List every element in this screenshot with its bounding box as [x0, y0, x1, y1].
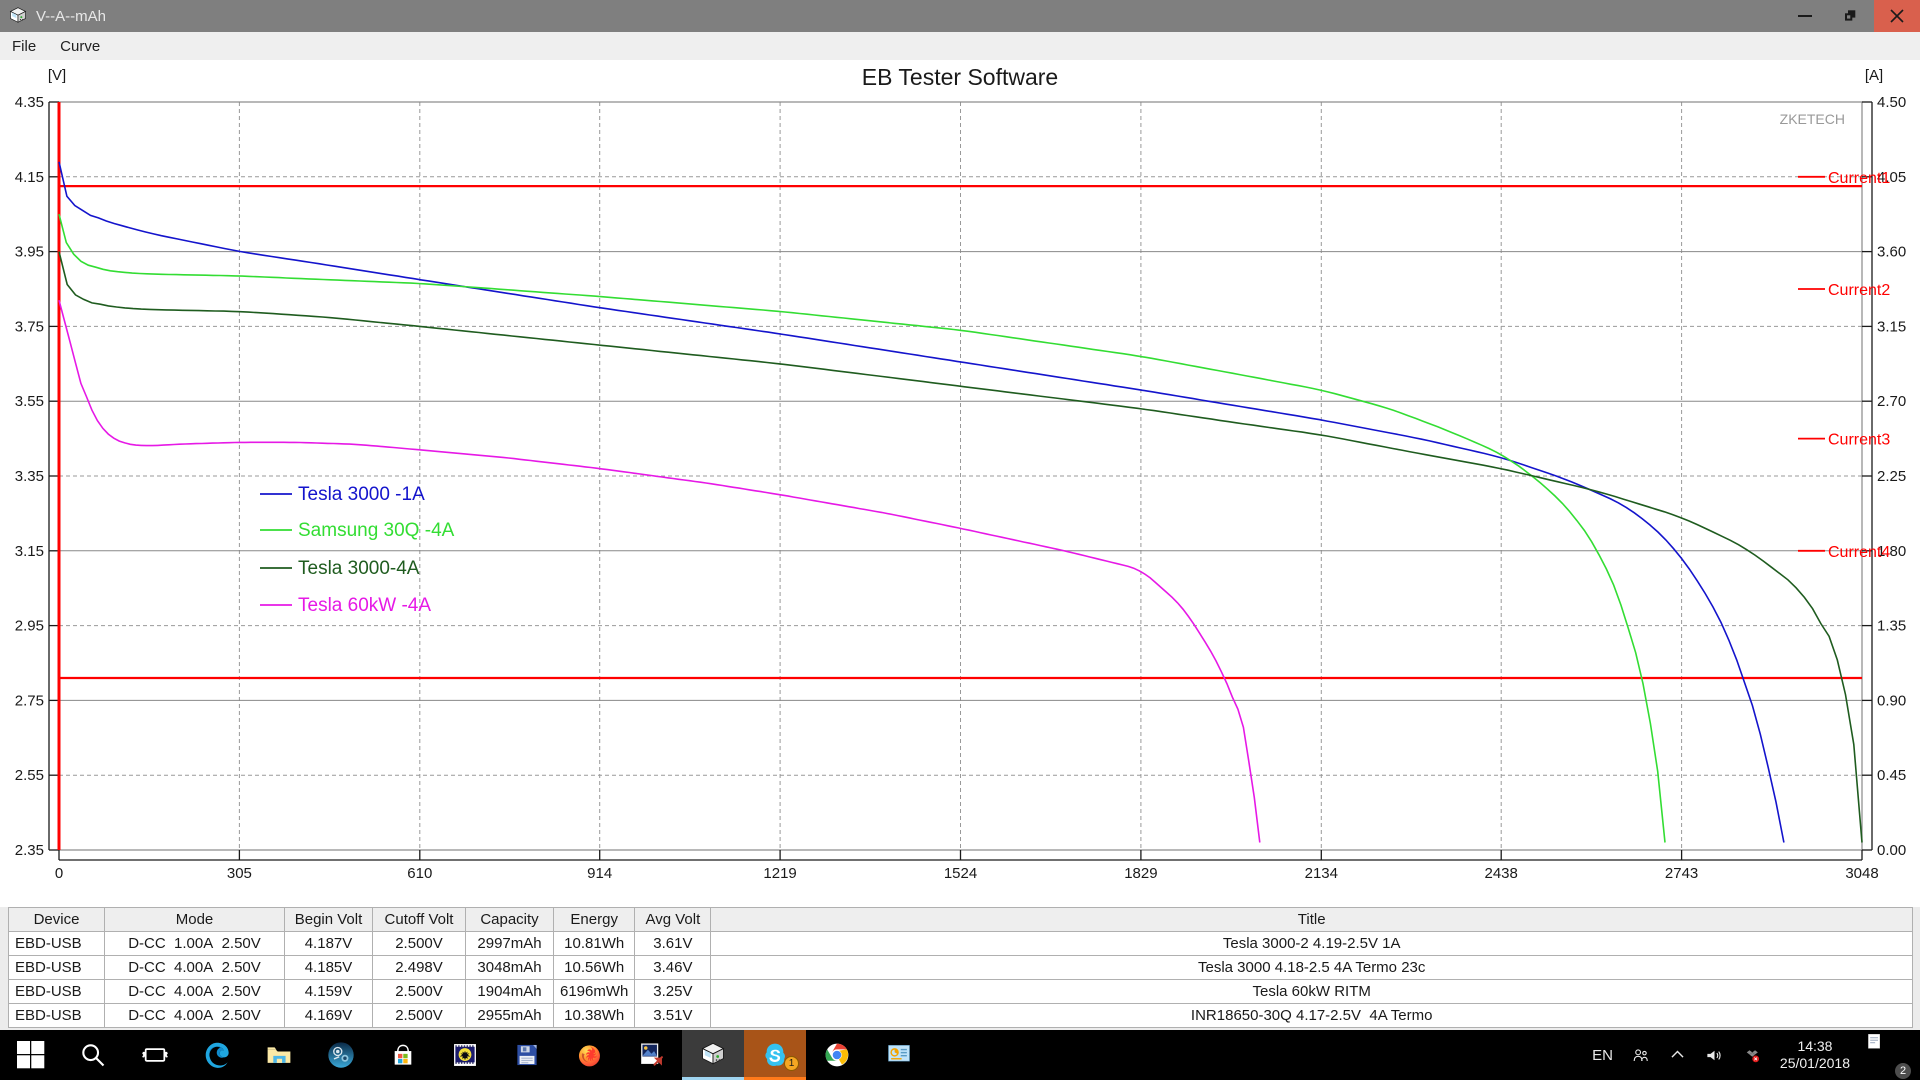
svg-text:3.35: 3.35	[15, 468, 44, 485]
svg-text:4.35: 4.35	[15, 94, 44, 111]
svg-text:Samsung 30Q -4A: Samsung 30Q -4A	[298, 520, 455, 541]
svg-text:Tesla 60kW -4A: Tesla 60kW -4A	[298, 595, 431, 616]
svg-text:0.90: 0.90	[1877, 692, 1906, 709]
svg-text:4.05: 4.05	[1877, 169, 1906, 186]
svg-text:Tesla 3000 -1A: Tesla 3000 -1A	[298, 484, 425, 505]
svg-text:Current1: Current1	[1828, 170, 1890, 187]
svg-text:610: 610	[407, 865, 432, 882]
svg-text:3.95: 3.95	[15, 244, 44, 261]
svg-text:2743: 2743	[1665, 865, 1698, 882]
svg-text:Current2: Current2	[1828, 282, 1890, 299]
svg-text:1.35: 1.35	[1877, 618, 1906, 635]
svg-text:2.75: 2.75	[15, 692, 44, 709]
svg-text:[A]: [A]	[1865, 67, 1883, 84]
svg-text:2134: 2134	[1305, 865, 1338, 882]
svg-text:1219: 1219	[763, 865, 796, 882]
svg-text:Current4: Current4	[1828, 544, 1890, 561]
svg-text:2.55: 2.55	[15, 767, 44, 784]
svg-text:305: 305	[227, 865, 252, 882]
svg-text:0: 0	[55, 865, 63, 882]
svg-text:1524: 1524	[944, 865, 977, 882]
svg-text:3.60: 3.60	[1877, 244, 1906, 261]
svg-text:4.50: 4.50	[1877, 94, 1906, 111]
svg-text:1829: 1829	[1124, 865, 1157, 882]
svg-text:3.55: 3.55	[15, 393, 44, 410]
svg-text:0.00: 0.00	[1877, 842, 1906, 859]
svg-text:2.25: 2.25	[1877, 468, 1906, 485]
svg-text:Current3: Current3	[1828, 432, 1890, 449]
svg-text:2.70: 2.70	[1877, 393, 1906, 410]
svg-text:3048: 3048	[1845, 865, 1878, 882]
svg-text:ZKETECH: ZKETECH	[1780, 111, 1845, 127]
svg-text:3.15: 3.15	[1877, 318, 1906, 335]
svg-text:3.15: 3.15	[15, 543, 44, 560]
svg-text:2.35: 2.35	[15, 842, 44, 859]
svg-text:[V]: [V]	[48, 67, 66, 84]
svg-text:1.80: 1.80	[1877, 543, 1906, 560]
svg-text:Tesla 3000-4A: Tesla 3000-4A	[298, 558, 420, 579]
svg-text:4.15: 4.15	[15, 169, 44, 186]
svg-text:0.45: 0.45	[1877, 767, 1906, 784]
svg-text:EB Tester Software: EB Tester Software	[862, 64, 1058, 90]
svg-text:914: 914	[587, 865, 612, 882]
svg-text:2438: 2438	[1485, 865, 1518, 882]
svg-text:2.95: 2.95	[15, 618, 44, 635]
svg-text:3.75: 3.75	[15, 318, 44, 335]
